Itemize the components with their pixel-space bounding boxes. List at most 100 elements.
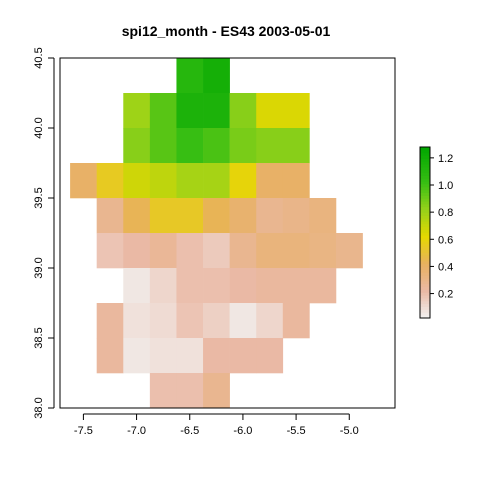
legend-color-step [420,315,430,319]
heatmap-cell [282,128,310,164]
heatmap-cell [149,303,177,339]
heatmap-cell [335,233,363,269]
heatmap-cell [176,58,204,94]
legend-color-step [420,198,430,202]
heatmap-cell [282,303,310,339]
legend-color-step [420,312,430,316]
legend-color-step [420,161,430,165]
legend-color-step [420,149,430,154]
heatmap-cell [256,233,284,269]
legend-color-step [420,184,430,188]
legend-color-step [420,263,430,268]
legend-color-step [420,241,430,245]
x-axis: -7.5 -7.0 -6.5 -6.0 -5.5 -5.0 [74,413,359,437]
heatmap-cell [256,128,284,164]
legend-color-step [420,309,430,313]
heatmap-cells [70,58,363,409]
legend-color-step [420,243,430,248]
legend-color-step [420,252,430,256]
heatmap-cell [149,268,177,304]
legend-color-step [420,166,430,171]
heatmap-cell [96,163,124,199]
y-tick-label: 38.5 [33,327,45,348]
heatmap-cell [203,233,230,269]
legend-color-step [420,300,430,305]
legend-color-step [420,229,430,233]
heatmap-cell [203,338,230,374]
y-tick-label: 38.0 [33,397,45,418]
legend-color-step [420,206,430,211]
heatmap-cell [70,163,97,199]
heatmap-cell [176,128,204,164]
heatmap-cell [123,303,151,339]
legend-color-step [420,292,430,296]
y-tick-label: 39.0 [33,257,45,278]
heatmap-cell [176,233,204,269]
legend-color-step [420,169,430,174]
y-axis: 38.0 38.5 39.0 39.5 40.0 40.5 [33,47,55,419]
heatmap-cell [309,233,337,269]
heatmap-cell [256,303,284,339]
heatmap-cell [203,198,230,234]
legend-color-step [420,155,430,159]
legend-color-step [420,246,430,250]
heatmap-cell [229,338,257,374]
legend-tick-label: 0.8 [438,207,453,219]
heatmap-cell [282,198,310,234]
legend-color-step [420,201,430,205]
heatmap-cell [203,93,230,129]
heatmap-cell [149,163,177,199]
plot-area-border [59,57,396,409]
legend-color-step [420,272,430,276]
heatmap-cell [123,233,151,269]
x-tick-label: -6.0 [233,425,252,437]
legend-color-step [420,152,430,156]
legend-color-step [420,215,430,219]
heatmap-cell [123,338,151,374]
heatmap-cell [96,303,124,339]
legend-color-step [420,186,430,191]
heatmap-cell [96,233,124,269]
heatmap-cell [176,373,204,409]
y-tick-label: 40.5 [33,47,45,68]
legend-color-step [420,223,430,228]
heatmap-cell [149,233,177,269]
x-tick-label: -5.5 [287,425,306,437]
x-tick-label: -7.5 [74,425,93,437]
heatmap-cell [203,268,230,304]
heatmap-cell [229,163,257,199]
heatmap-cell [149,93,177,129]
heatmap-cell [203,128,230,164]
heatmap-cell [203,163,230,199]
legend-tick-label: 1.0 [438,180,453,192]
legend-color-step [420,212,430,216]
legend-color-step [420,192,430,196]
legend-color-step [420,178,430,182]
heatmap-cell [203,373,230,409]
x-tick-label: -5.0 [340,425,359,437]
legend-color-step [420,235,430,239]
legend-color-step [420,258,430,262]
heatmap-cell [282,93,310,129]
y-tick-label: 40.0 [33,117,45,138]
heatmap-cell [176,93,204,129]
legend-color-step [420,209,430,213]
heatmap-cell [123,93,151,129]
legend-color-step [420,283,430,288]
legend-color-step [420,238,430,242]
heatmap-cell [229,233,257,269]
legend-color-step [420,275,430,279]
legend-color-step [420,286,430,290]
heatmap-cell [176,163,204,199]
heatmap-cell [176,338,204,374]
legend-color-step [420,204,430,208]
heatmap-cell [123,163,151,199]
legend-color-step [420,218,430,222]
legend-color-step [420,303,430,307]
legend-color-step [420,278,430,282]
legend-color-step [420,164,430,168]
legend-color-step [420,261,430,265]
heatmap-cell [256,338,284,374]
legend-tick-label: 0.2 [438,289,453,301]
